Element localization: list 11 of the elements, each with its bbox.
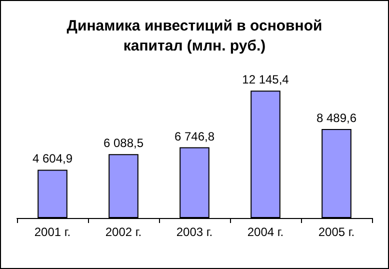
chart-title: Динамика инвестиций в основной капитал (млн. руб.) [66,18,322,54]
data-label: 6 746,8 [174,129,215,144]
x-tick-label: 2002 г. [105,225,142,239]
x-tick-label: 2003 г. [176,225,213,239]
x-tick-label: 2004 г. [247,225,284,239]
data-label: 8 489,6 [316,110,357,125]
x-tick-label: 2005 г. [318,225,355,239]
data-label: 6 088,5 [103,136,144,150]
data-label: 4 604,9 [32,152,73,166]
data-label: 12 145,4 [242,72,290,87]
x-tick-label: 2001 г. [34,225,71,239]
